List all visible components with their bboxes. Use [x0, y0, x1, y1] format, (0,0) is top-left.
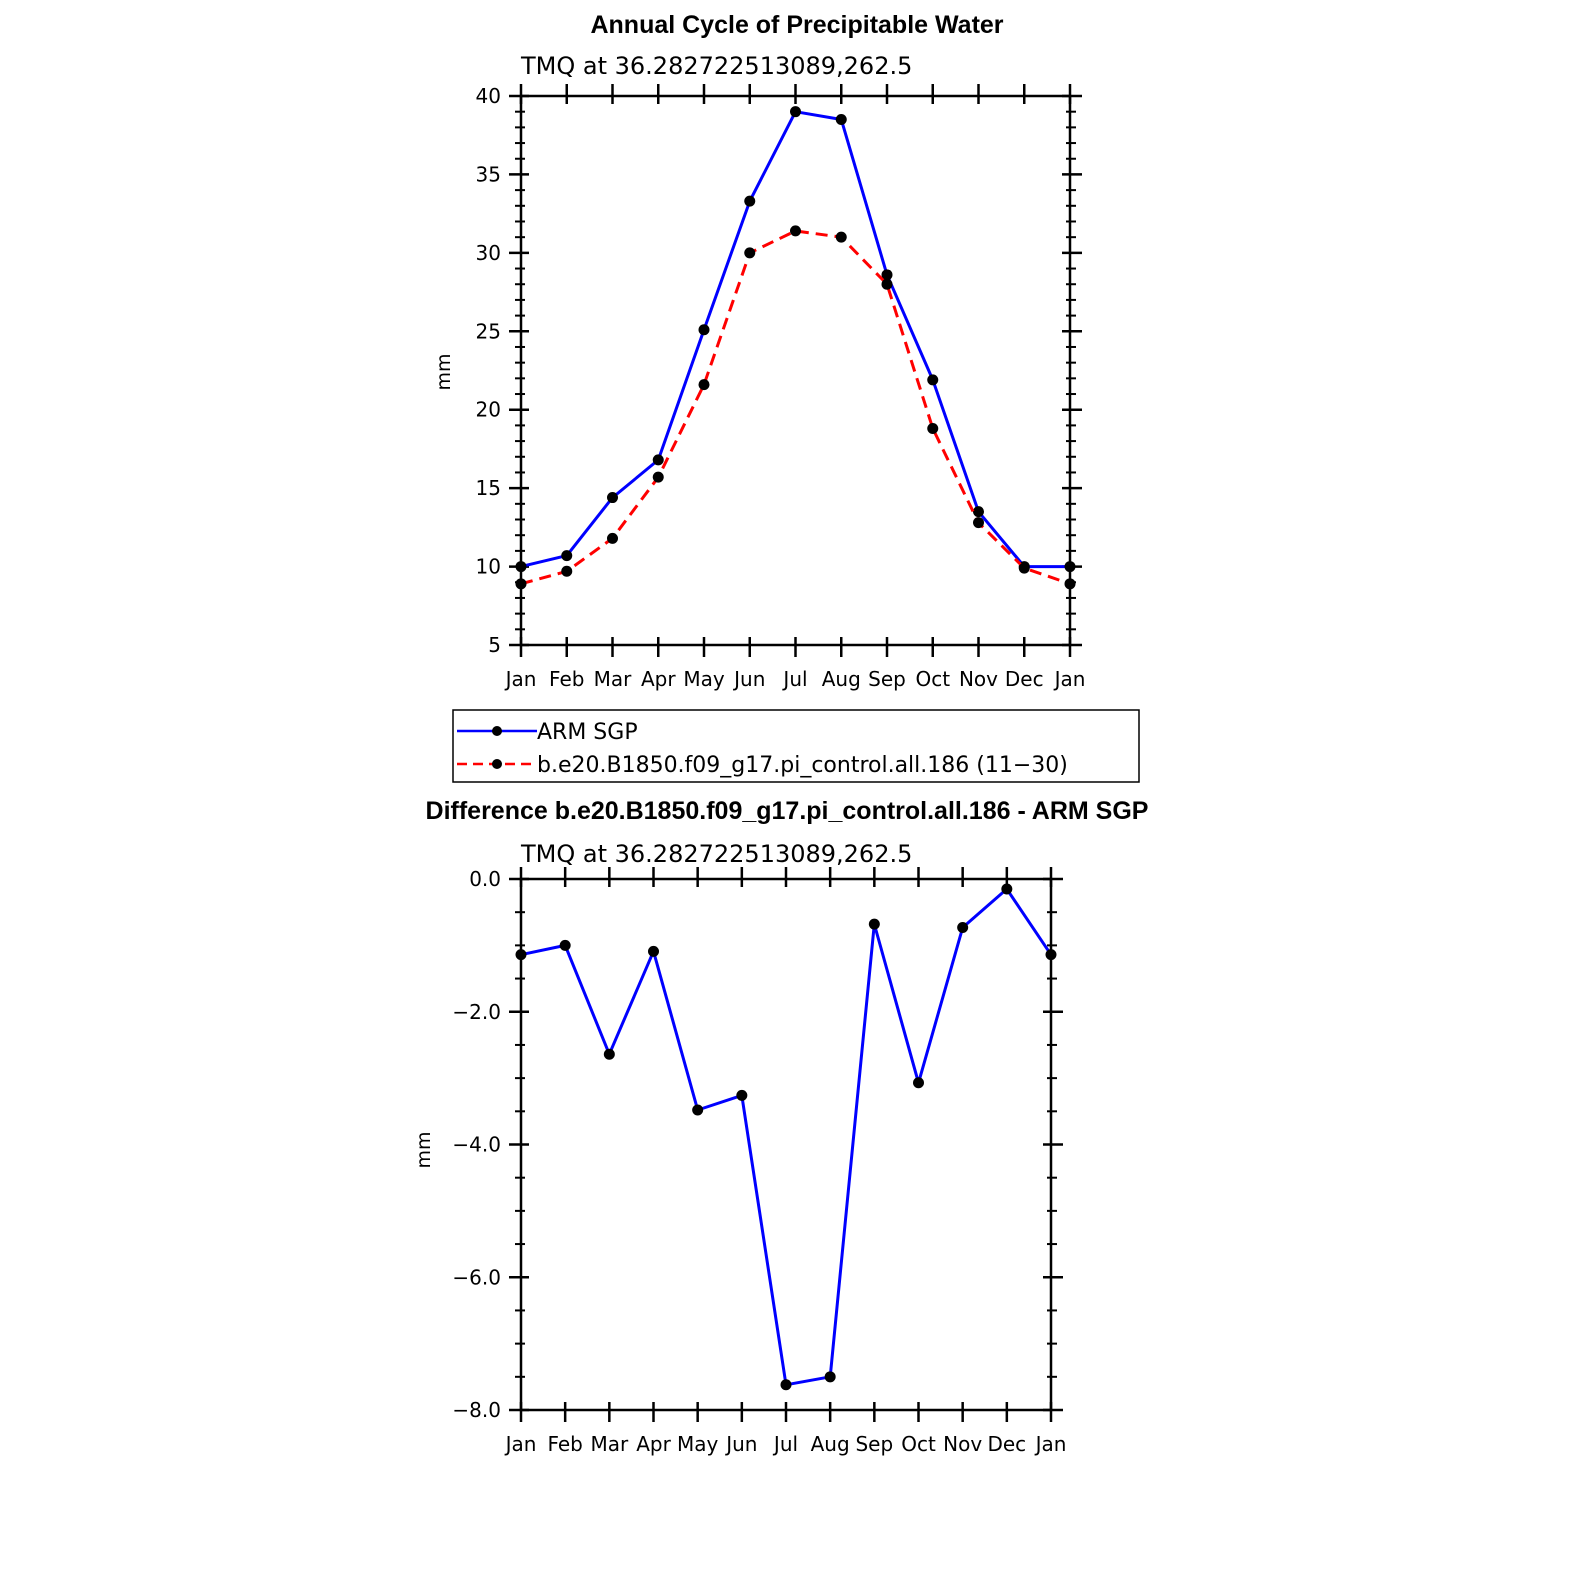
chart1-ytick-label: 10 [476, 555, 501, 579]
chart2-xtick-label: Mar [590, 1432, 629, 1456]
chart2-xtick-label: Jun [724, 1432, 757, 1456]
chart1-ytick-label: 25 [476, 319, 501, 343]
chart1-series-1-point [607, 532, 618, 544]
legend-marker-model [492, 759, 502, 769]
chart1-xtick-label: Feb [549, 667, 584, 691]
chart1-series-1-point [881, 278, 893, 290]
chart1-series-1-point [790, 225, 801, 237]
chart1-series-0-point [561, 550, 573, 562]
chart2-series-0-point [736, 1089, 748, 1101]
chart2-ytick-label: 0.0 [469, 867, 501, 891]
chart2-series-0-point [559, 939, 571, 951]
chart1-series-0-point [698, 324, 710, 336]
chart1-series-0-point [927, 374, 939, 386]
chart1-xtick-label: Jan [1053, 667, 1086, 691]
chart1-series-1-line [520, 229, 1071, 586]
chart2-subtitle: TMQ at 36.282722513089,262.5 [520, 840, 912, 868]
chart1-series-0-point [973, 506, 984, 518]
chart2-ytick-label: −8.0 [452, 1398, 501, 1422]
chart2-ytick-label: −6.0 [452, 1265, 501, 1289]
chart1-series-1-point [652, 471, 664, 483]
chart1-xtick-label: Apr [641, 667, 676, 691]
chart2-series-0-point [692, 1104, 704, 1116]
chart1-xtick-label: Jan [504, 667, 537, 691]
chart2-xtick-label: Apr [636, 1432, 671, 1456]
chart2-ytick-label: −2.0 [452, 1000, 501, 1024]
chart1-series-0-point [790, 106, 801, 118]
chart1-ytick-label: 30 [476, 241, 501, 265]
chart2-series-0-point [913, 1077, 924, 1089]
chart2-ytick-label: −4.0 [452, 1133, 501, 1157]
chart2-xtick-label: Aug [811, 1432, 850, 1456]
legend-label-model: b.e20.B1850.f09_g17.pi_control.all.186 (… [537, 753, 1068, 778]
chart2-frame [519, 877, 1053, 1412]
chart2-xtick-label: Jul [772, 1432, 798, 1456]
chart1-series-0-point [881, 269, 893, 281]
chart1-ytick-label: 15 [476, 476, 501, 500]
legend-label-arm: ARM SGP [537, 720, 638, 745]
chart1-series-1-point [515, 578, 527, 590]
chart1-series-0-point [515, 561, 527, 573]
chart1-xtick-label: Jul [781, 667, 807, 691]
chart1-xtick-label: Dec [1005, 667, 1044, 691]
chart1-legend: ARM SGP b.e20.B1850.f09_g17.pi_control.a… [452, 709, 1140, 783]
chart1-xtick-label: Jun [732, 667, 765, 691]
chart1-ytick-label: 40 [476, 84, 501, 108]
legend-marker-arm [492, 726, 502, 736]
chart1-ytick-label: 35 [476, 162, 501, 186]
chart2-xtick-label: Jan [1034, 1432, 1067, 1456]
chart1-series-0-point [652, 454, 664, 466]
chart1-series-1-point [973, 517, 984, 529]
chart1-series-1-point [561, 565, 573, 577]
chart1-series-0-point [835, 114, 847, 126]
chart2-series-0-point [515, 949, 527, 961]
chart2-xtick-label: Dec [987, 1432, 1026, 1456]
chart2-xtick-label: Jan [504, 1432, 537, 1456]
chart1-series-1-point [927, 423, 939, 435]
chart1-frame [519, 94, 1072, 647]
chart1-xtick-label: Nov [959, 667, 998, 691]
chart1-series-0-point [607, 492, 618, 504]
chart1-series-1-point [1064, 578, 1076, 590]
chart1-ytick-label: 20 [476, 398, 501, 422]
chart1-plot: Jan Feb Mar Apr May Jun Jul Aug Sep Oct Nov Dec Jan5… [476, 84, 1086, 691]
chart1-series-1-point [698, 379, 710, 391]
chart2-series-0-point [957, 921, 969, 933]
chart2-series-0-point [603, 1048, 615, 1060]
chart1-xtick-label: May [683, 667, 725, 691]
chart1-series-0-line [520, 110, 1070, 569]
chart2-xtick-label: Nov [943, 1432, 982, 1456]
chart1-xtick-label: Mar [594, 667, 633, 691]
chart2-plot: Jan Feb Mar Apr May Jun Jul Aug Sep Oct Nov Dec Jan−… [452, 867, 1066, 1456]
chart1-series-1-point [1018, 562, 1030, 574]
chart1-xtick-label: Oct [915, 667, 950, 691]
chart2-series-0-point [648, 945, 659, 957]
chart1-series-1-point [835, 231, 847, 243]
chart2-title: Difference b.e20.B1850.f09_g17.pi_contro… [426, 797, 1149, 825]
chart2-ylabel: mm [413, 1131, 435, 1168]
chart2-series-0-point [1045, 949, 1057, 961]
chart1-series-1-point [744, 247, 756, 259]
chart2-xtick-label: May [677, 1432, 719, 1456]
chart2-xtick-label: Oct [901, 1432, 936, 1456]
chart1-series-0-point [744, 195, 756, 207]
chart1-ytick-label: 5 [488, 633, 501, 657]
chart1-series-0-point [1064, 561, 1076, 573]
chart2-series-0-line [520, 887, 1053, 1387]
chart2-series-0-point [868, 918, 880, 930]
chart2-xtick-label: Sep [855, 1432, 893, 1456]
chart1-xtick-label: Sep [868, 667, 906, 691]
chart1-xtick-label: Aug [822, 667, 861, 691]
chart1-subtitle: TMQ at 36.282722513089,262.5 [520, 52, 912, 80]
chart2-series-0-point [1001, 883, 1013, 895]
chart2-xtick-label: Feb [547, 1432, 582, 1456]
chart1-ylabel: mm [433, 353, 455, 390]
legend-box [452, 709, 1140, 783]
chart2-series-0-point [824, 1371, 836, 1383]
chart2-series-0-point [780, 1379, 792, 1391]
chart1-title: Annual Cycle of Precipitable Water [590, 11, 1003, 39]
